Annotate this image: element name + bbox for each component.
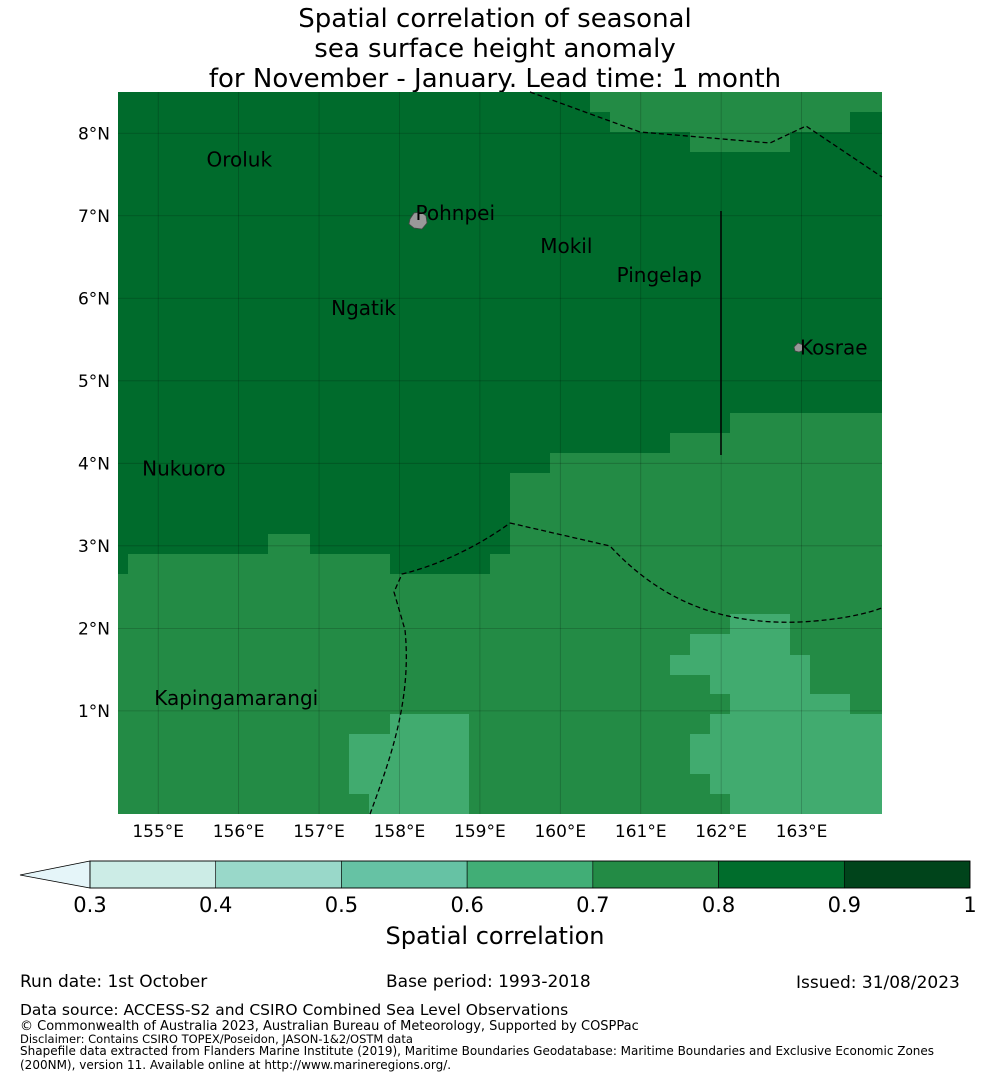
map-title: Spatial correlation of seasonal sea surf… [0, 4, 990, 94]
copyright-text: © Commonwealth of Australia 2023, Austra… [20, 1019, 639, 1034]
colorbar-outline [89, 860, 971, 889]
colorbar-segment [341, 860, 468, 889]
lat-tick-label: 4°N [78, 454, 110, 474]
colorbar-tick-label: 0.3 [73, 893, 106, 917]
colorbar-segment [215, 860, 342, 889]
lat-tick-label: 1°N [78, 702, 110, 722]
lat-tick-label: 3°N [78, 537, 110, 557]
place-labels: Oroluk Pohnpei Mokil Pingelap Ngatik Kosrae Nu… [142, 147, 867, 710]
colorbar-tick-label: 0.6 [450, 893, 483, 917]
map-gridlines [118, 92, 882, 814]
lon-tick-label: 159°E [454, 822, 506, 842]
colorbar-tick-label: 0.5 [325, 893, 358, 917]
colorbar: 0.3 0.4 0.5 0.6 0.7 0.8 0.9 1 Spatial correlati… [19, 860, 977, 950]
shapefile-credit-line-1: Shapefile data extracted from Flanders M… [20, 1044, 935, 1058]
lat-tick-label: 8°N [78, 124, 110, 144]
lon-tick-label: 162°E [695, 822, 747, 842]
kosrae-island-shape [793, 342, 805, 353]
base-period: Base period: 1993-2018 [386, 972, 591, 992]
correlation-map: Oroluk Pohnpei Mokil Pingelap Ngatik Kosrae Nu… [118, 91, 883, 815]
colorbar-tick-label: 1 [963, 893, 976, 917]
colorbar-tick-label: 0.4 [199, 893, 232, 917]
colorbar-extend-triangle [19, 860, 91, 889]
correlation-zone-0-9 [118, 92, 882, 574]
place-label: Mokil [540, 234, 592, 258]
colorbar-segment [843, 860, 971, 889]
lon-tick-label: 161°E [615, 822, 667, 842]
title-line-2: sea surface height anomaly [314, 34, 676, 64]
place-label: Kapingamarangi [154, 686, 318, 710]
place-label: Kosrae [800, 335, 868, 359]
lon-tick-label: 156°E [213, 822, 265, 842]
colorbar-tick-labels: 0.3 0.4 0.5 0.6 0.7 0.8 0.9 1 [73, 893, 976, 917]
colorbar-segments [89, 860, 971, 889]
eez-boundary-south-east [509, 522, 883, 623]
lat-tick-label: 2°N [78, 619, 110, 639]
pohnpei-island-shape [408, 211, 428, 230]
colorbar-segment [89, 860, 217, 889]
colorbar-segment [466, 860, 594, 889]
place-label: Nukuoro [142, 457, 226, 481]
title-line-3: for November - January. Lead time: 1 mon… [208, 64, 782, 94]
correlation-zone-0-7-east [670, 614, 882, 814]
disclaimer-text: Disclaimer: Contains CSIRO TOPEX/Poseido… [20, 1032, 413, 1046]
place-label: Pingelap [617, 263, 702, 287]
shapefile-credit-line-2: (200NM), version 11. Available online at… [20, 1058, 452, 1072]
colorbar-tick-label: 0.8 [702, 893, 735, 917]
place-label: Oroluk [206, 147, 272, 171]
place-label: Ngatik [331, 296, 396, 320]
lon-tick-label: 163°E [776, 822, 828, 842]
run-date: Run date: 1st October [20, 972, 208, 992]
lat-tick-label: 7°N [78, 207, 110, 227]
place-label: Pohnpei [416, 201, 496, 225]
colorbar-label: Spatial correlation [385, 922, 604, 950]
latitude-tick-labels: 1°N 2°N 3°N 4°N 5°N 6°N 7°N 8°N [78, 124, 110, 722]
colorbar-tick-label: 0.7 [576, 893, 609, 917]
lon-tick-label: 158°E [374, 822, 426, 842]
lon-tick-label: 157°E [293, 822, 345, 842]
lon-tick-label: 155°E [132, 822, 184, 842]
colorbar-tick-label: 0.9 [828, 893, 861, 917]
eez-boundary-south-west [369, 522, 511, 815]
lat-tick-label: 5°N [78, 372, 110, 392]
title-line-1: Spatial correlation of seasonal [298, 4, 692, 34]
lat-tick-label: 6°N [78, 289, 110, 309]
colorbar-segment [718, 860, 845, 889]
issued-date: Issued: 31/08/2023 [796, 973, 960, 993]
longitude-tick-labels: 155°E 156°E 157°E 158°E 159°E 160°E 161°E 162°E… [132, 822, 827, 842]
data-source: Data source: ACCESS-S2 and CSIRO Combine… [20, 1001, 569, 1019]
colorbar-segment [592, 860, 719, 889]
lon-tick-label: 160°E [534, 822, 586, 842]
